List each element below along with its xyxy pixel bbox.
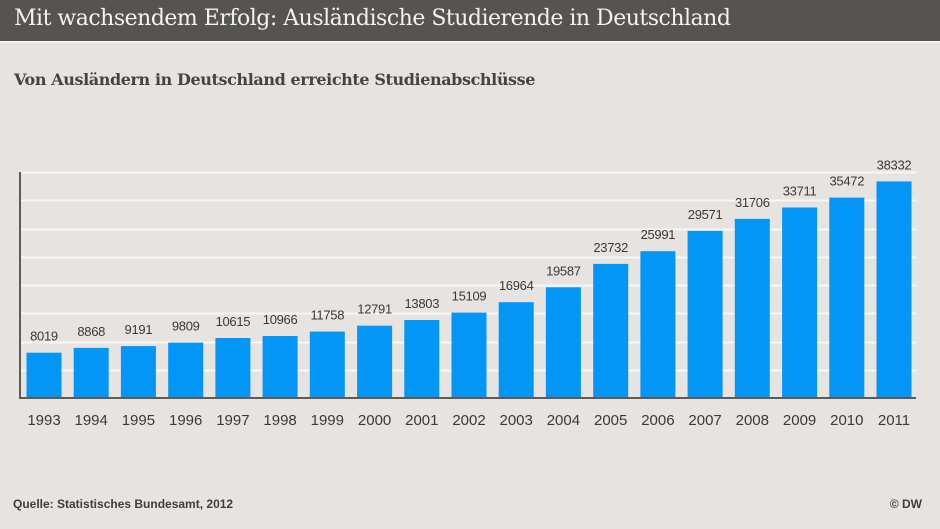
x-tick-label-2004: 2004 [547, 412, 580, 429]
x-tick-label-2005: 2005 [594, 412, 627, 429]
value-label-2008: 31706 [735, 195, 770, 210]
x-tick-label-2011: 2011 [878, 412, 910, 429]
bar-1993 [26, 352, 62, 398]
bar-2011 [876, 181, 912, 398]
x-tick-label-1996: 1996 [169, 412, 202, 429]
value-label-1995: 9191 [125, 322, 153, 337]
header-bar: Mit wachsendem Erfolg: Ausländische Stud… [0, 0, 940, 43]
bar-2006 [640, 251, 676, 398]
bar-2010 [829, 197, 865, 398]
value-label-2002: 15109 [452, 289, 487, 304]
value-label-2009: 33711 [783, 184, 817, 199]
x-tick-label-1997: 1997 [216, 412, 249, 429]
value-label-1999: 11758 [310, 308, 344, 323]
value-label-2004: 19587 [546, 263, 581, 278]
value-label-2007: 29571 [688, 207, 723, 222]
x-tick-label-1998: 1998 [263, 412, 296, 429]
x-tick-label-2003: 2003 [500, 412, 533, 429]
x-tick-label-2000: 2000 [358, 412, 391, 429]
bars [26, 181, 912, 398]
value-label-1996: 9809 [172, 319, 200, 334]
bar-2005 [593, 263, 629, 398]
bar-2004 [545, 287, 581, 398]
value-label-1997: 10615 [216, 314, 251, 329]
bar-1995 [120, 346, 156, 398]
x-tick-label-2002: 2002 [452, 412, 485, 429]
x-tick-label-2010: 2010 [830, 412, 863, 429]
bar-2000 [357, 325, 393, 398]
bar-2008 [734, 218, 770, 398]
chart-title: Von Ausländern in Deutschland erreichte … [14, 70, 536, 89]
source-note: Quelle: Statistisches Bundesamt, 2012 [13, 497, 234, 511]
bar-1999 [309, 331, 345, 398]
x-tick-label-1995: 1995 [122, 412, 155, 429]
x-tick-label-1993: 1993 [27, 412, 60, 429]
bar-1998 [262, 336, 298, 398]
bar-2001 [404, 320, 440, 398]
bar-2002 [451, 312, 487, 398]
bar-2009 [782, 207, 818, 398]
x-tick-label-2007: 2007 [688, 412, 721, 429]
x-axis-labels: 1993 1994 1995 1996 1997 1998 1999 2000 2001 2002… [27, 412, 910, 429]
bar-1997 [215, 338, 251, 398]
x-tick-label-2009: 2009 [783, 412, 816, 429]
value-label-2006: 25991 [641, 227, 676, 242]
value-label-2011: 38332 [877, 157, 912, 172]
value-label-2000: 12791 [357, 302, 392, 317]
bar-chart: 8019 8868 9191 9809 10615 10966 11758 12791 1380… [19, 157, 916, 429]
x-tick-label-2001: 2001 [405, 412, 438, 429]
x-tick-label-1999: 1999 [311, 412, 344, 429]
x-tick-label-1994: 1994 [75, 412, 108, 429]
x-tick-label-2006: 2006 [641, 412, 674, 429]
page-title: Mit wachsendem Erfolg: Ausländische Stud… [14, 6, 731, 31]
copyright-note: © DW [889, 497, 922, 511]
bar-2003 [498, 302, 534, 398]
bar-1996 [168, 342, 204, 398]
value-label-1993: 8019 [30, 329, 58, 344]
value-labels: 8019 8868 9191 9809 10615 10966 11758 12791 1380… [30, 157, 912, 344]
value-label-2003: 16964 [499, 278, 534, 293]
value-label-2001: 13803 [404, 296, 439, 311]
value-label-1998: 10966 [263, 312, 298, 327]
value-label-2005: 23732 [593, 240, 628, 255]
bar-2007 [687, 230, 723, 398]
value-label-2010: 35472 [829, 174, 864, 189]
bar-1994 [73, 347, 109, 398]
x-tick-label-2008: 2008 [736, 412, 769, 429]
value-label-1994: 8868 [77, 324, 105, 339]
